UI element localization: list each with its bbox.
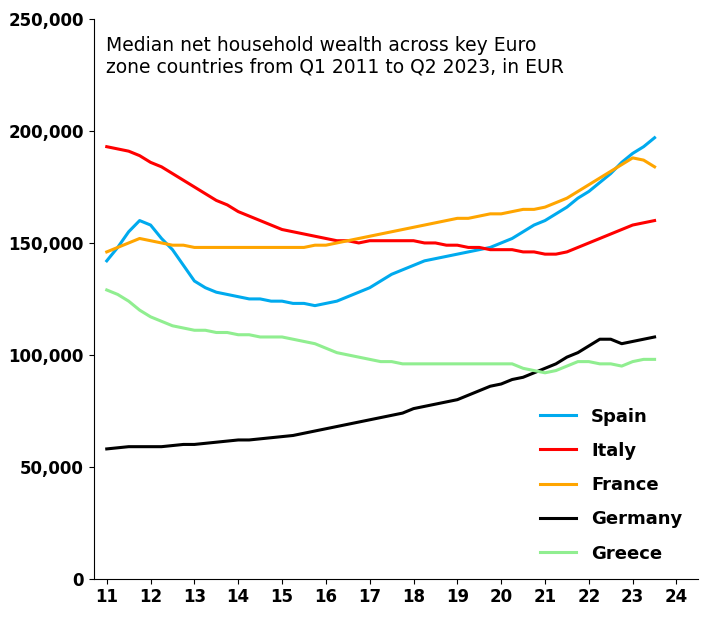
Spain — [310, 302, 319, 310]
France — [497, 210, 505, 218]
Germany — [278, 432, 287, 440]
Germany — [497, 380, 505, 388]
Spain — [278, 298, 287, 305]
Germany — [223, 438, 232, 445]
Italy — [102, 143, 111, 151]
Greece — [650, 356, 659, 363]
Greece — [497, 360, 505, 368]
Italy — [267, 221, 276, 229]
Greece — [267, 333, 276, 341]
Italy — [464, 244, 472, 251]
Greece — [102, 286, 111, 294]
Spain — [267, 298, 276, 305]
France — [650, 163, 659, 170]
Spain — [508, 235, 516, 242]
Italy — [223, 201, 232, 209]
Greece — [223, 329, 232, 336]
Germany — [267, 434, 276, 441]
Line: Germany: Germany — [107, 337, 654, 449]
Line: Italy: Italy — [107, 147, 654, 254]
Greece — [278, 333, 287, 341]
Germany — [639, 335, 648, 343]
France — [629, 154, 637, 162]
Greece — [464, 360, 472, 368]
Greece — [541, 369, 549, 377]
Italy — [650, 217, 659, 225]
Germany — [650, 333, 659, 341]
Line: Greece: Greece — [107, 290, 654, 373]
Italy — [541, 251, 549, 258]
France — [464, 214, 472, 222]
Italy — [497, 246, 505, 254]
Spain — [475, 246, 484, 254]
France — [267, 244, 276, 251]
Text: Median net household wealth across key Euro
zone countries from Q1 2011 to Q2 20: Median net household wealth across key E… — [106, 36, 564, 77]
Germany — [464, 391, 472, 399]
France — [102, 248, 111, 256]
Line: France: France — [107, 158, 654, 252]
Spain — [223, 291, 232, 298]
Legend: Spain, Italy, France, Germany, Greece: Spain, Italy, France, Germany, Greece — [533, 400, 689, 570]
Line: Spain: Spain — [107, 138, 654, 306]
Italy — [278, 226, 287, 233]
Spain — [102, 257, 111, 265]
France — [278, 244, 287, 251]
France — [223, 244, 232, 251]
Spain — [650, 134, 659, 142]
Germany — [102, 445, 111, 453]
France — [639, 156, 648, 164]
Spain — [639, 143, 648, 151]
Italy — [639, 219, 648, 226]
Greece — [639, 356, 648, 363]
